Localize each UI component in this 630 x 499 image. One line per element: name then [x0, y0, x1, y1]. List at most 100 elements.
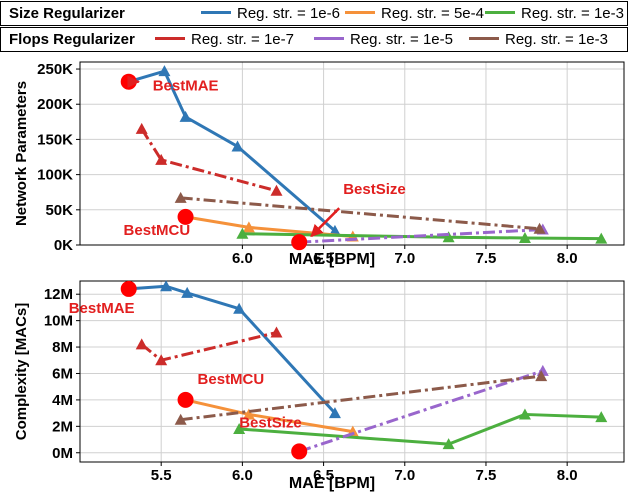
y-tick-label: 12M [44, 286, 73, 303]
x-tick-label: 6.5 [313, 250, 334, 267]
annotation-label: BestMCU [198, 371, 265, 388]
legend-swatch [469, 36, 499, 40]
legend-label: Reg. str. = 5e-4 [381, 5, 484, 22]
legend-label: Reg. str. = 1e-3 [505, 31, 608, 48]
chart-panel-1: 6.0 6.5 7.0 7.5 8.0 0K 50K 100K 150K 200K 250K MAE … [13, 61, 625, 268]
legend-label: Reg. str. = 1e-7 [191, 31, 294, 48]
legend-label: Reg. str. = 1e-5 [350, 31, 453, 48]
y-tick-label: 50K [45, 202, 73, 219]
data-point-marker [236, 227, 249, 239]
data-point-marker [518, 231, 531, 243]
legend-entry: Reg. str. = 1e-3 [469, 31, 608, 48]
y-tick-label: 8M [52, 339, 73, 356]
data-point-marker [135, 338, 148, 350]
legend-title: Size Regularizer [9, 5, 125, 22]
x-tick-label: 5.5 [151, 467, 172, 484]
plot-frame [79, 61, 625, 246]
data-point-marker [174, 191, 187, 203]
legend-entry: Reg. str. = 5e-4 [345, 5, 484, 22]
x-tick-label: 8.0 [557, 467, 578, 484]
data-point-marker [160, 280, 173, 292]
data-point-marker [231, 140, 244, 152]
chart-panel-2: 5.5 6.0 6.5 7.0 7.5 8.0 0M 2M 4M 6M 8M 10M 12M MAE [B… [13, 280, 625, 492]
legend-swatch [314, 36, 344, 40]
data-point-marker [595, 411, 608, 423]
series-line [128, 284, 337, 415]
data-point-marker [442, 231, 455, 243]
data-point-marker [174, 413, 187, 425]
data-point-marker [535, 370, 548, 382]
x-axis-label: MAE [BPM] [289, 475, 375, 492]
annotation-label: BestMAE [153, 78, 219, 95]
y-tick-label: 100K [37, 167, 73, 184]
data-point-marker [179, 110, 192, 122]
series-line [180, 196, 540, 231]
x-tick-label: 6.0 [232, 250, 253, 267]
legend-entry: Reg. str. = 1e-3 [485, 5, 624, 22]
y-tick-label: 0K [54, 237, 73, 254]
data-point-marker [135, 122, 148, 134]
series-line [298, 369, 544, 453]
legend-title: Flops Regularizer [9, 31, 135, 48]
annotation-arrow [310, 207, 341, 238]
series-line [180, 374, 542, 422]
x-tick-label: 7.0 [394, 467, 415, 484]
data-point-marker [158, 65, 171, 77]
legend-size-regularizer: Size Regularizer Reg. str. = 1e-6 Reg. s… [0, 1, 628, 26]
legend-swatch [155, 36, 185, 40]
x-tick-label: 6.5 [313, 467, 334, 484]
y-tick-label: 200K [37, 96, 73, 113]
data-point-marker [328, 407, 341, 419]
annotation-label: BestSize [343, 181, 406, 198]
x-tick-label: 7.5 [476, 250, 497, 267]
highlight-marker [177, 391, 194, 408]
data-point-marker [595, 232, 608, 244]
series-line [242, 232, 602, 241]
y-tick-label: 6M [52, 365, 73, 382]
data-point-marker [442, 438, 455, 450]
data-point-marker [328, 224, 341, 236]
data-point-marker [233, 302, 246, 314]
highlight-marker [177, 208, 194, 225]
x-tick-label: 6.0 [232, 467, 253, 484]
highlight-marker [120, 280, 137, 297]
data-point-marker [233, 422, 246, 434]
y-tick-label: 2M [52, 418, 73, 435]
highlight-marker [291, 234, 308, 251]
y-tick-label: 150K [37, 131, 73, 148]
data-point-marker [242, 408, 255, 420]
y-tick-label: 0M [52, 445, 73, 462]
highlight-marker [291, 443, 308, 460]
data-point-marker [242, 221, 255, 233]
data-point-marker [155, 354, 168, 366]
y-axis-label: Complexity [MACs] [13, 303, 30, 441]
legend-label: Reg. str. = 1e-6 [237, 5, 340, 22]
legend-entry: Reg. str. = 1e-5 [314, 31, 453, 48]
series-line [140, 128, 277, 193]
data-point-marker [155, 153, 168, 165]
legend-label: Reg. str. = 1e-3 [521, 5, 624, 22]
data-point-marker [533, 222, 546, 234]
x-tick-label: 7.5 [476, 467, 497, 484]
y-tick-label: 4M [52, 392, 73, 409]
data-point-marker [270, 184, 283, 196]
data-point-marker [518, 408, 531, 420]
legend-entry: Reg. str. = 1e-6 [201, 5, 340, 22]
data-point-marker [181, 286, 194, 298]
series-line [299, 228, 543, 244]
annotation-label: BestMCU [124, 222, 191, 239]
annotation-label: BestSize [239, 414, 302, 431]
y-tick-label: 250K [37, 61, 73, 78]
y-tick-label: 10M [44, 313, 73, 330]
legend-entry: Reg. str. = 1e-7 [155, 31, 294, 48]
legend-swatch [201, 10, 231, 14]
plot-frame [79, 280, 625, 463]
data-point-marker [270, 326, 283, 338]
x-axis-label: MAE [BPM] [289, 251, 375, 268]
annotation-label: BestMAE [69, 300, 135, 317]
x-tick-label: 8.0 [557, 250, 578, 267]
x-tick-label: 7.0 [394, 250, 415, 267]
legend-swatch [485, 10, 515, 14]
legend-flops-regularizer: Flops Regularizer Reg. str. = 1e-7 Reg. … [0, 27, 628, 52]
